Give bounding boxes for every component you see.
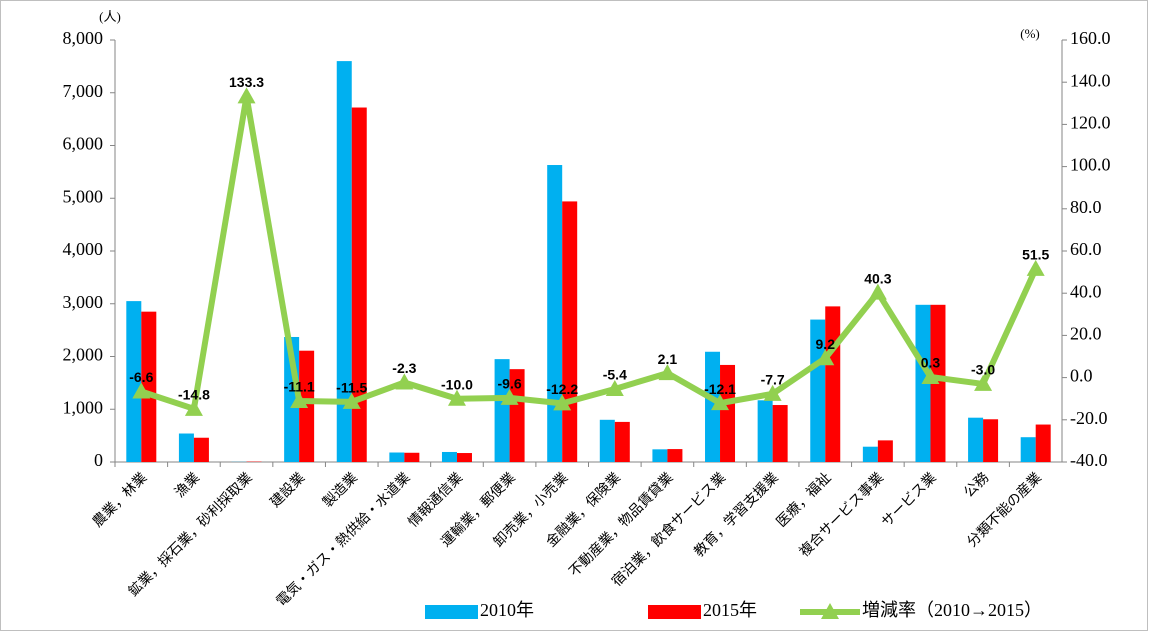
bar xyxy=(772,405,788,462)
y2-tick-label: 0.0 xyxy=(1070,366,1093,386)
y-tick-label: 6,000 xyxy=(63,134,104,154)
bar xyxy=(720,364,736,462)
line xyxy=(140,93,1039,412)
marker xyxy=(184,399,203,416)
legend-label: 2015年 xyxy=(703,600,757,620)
bar xyxy=(877,440,893,462)
legend-swatch xyxy=(821,603,839,619)
y-tick-label: 5,000 xyxy=(63,186,104,206)
value-label: 133.3 xyxy=(229,74,264,90)
marker xyxy=(447,389,466,406)
y-tick-label: 4,000 xyxy=(63,239,104,259)
bar xyxy=(825,306,841,462)
y2-tick-label: 80.0 xyxy=(1070,197,1102,217)
bar xyxy=(705,351,721,462)
bar xyxy=(810,319,826,462)
marker xyxy=(868,283,887,300)
bar xyxy=(968,417,984,462)
marker xyxy=(500,388,519,405)
y-tick-label: 7,000 xyxy=(63,81,104,101)
bar xyxy=(1020,437,1036,462)
y2-tick-label: 60.0 xyxy=(1070,239,1102,259)
bar xyxy=(599,419,615,462)
legend-label: 2010年 xyxy=(480,600,534,620)
value-label: -14.8 xyxy=(178,387,210,403)
marker xyxy=(395,373,414,390)
value-label: -3.0 xyxy=(971,362,995,378)
bar xyxy=(757,400,773,462)
y2-tick-label: 160.0 xyxy=(1070,28,1111,48)
marker xyxy=(342,392,361,409)
value-label: -12.2 xyxy=(546,381,578,397)
bar xyxy=(509,369,525,462)
value-label: -6.6 xyxy=(129,369,153,385)
y2-tick-label: 40.0 xyxy=(1070,281,1102,301)
value-label: -11.1 xyxy=(284,379,315,395)
y-tick-label: 2,000 xyxy=(63,345,104,365)
marker xyxy=(763,384,782,401)
y-tick-label: 8,000 xyxy=(63,28,104,48)
bar xyxy=(141,311,157,462)
marker xyxy=(658,364,677,381)
value-label: -11.5 xyxy=(336,380,367,396)
bar xyxy=(1035,424,1051,462)
value-label: -12.1 xyxy=(704,381,736,397)
bar xyxy=(983,419,999,462)
value-label: 40.3 xyxy=(864,270,891,286)
bar xyxy=(351,107,367,463)
bar xyxy=(336,61,352,462)
bar xyxy=(652,449,668,462)
y-tick-label: 1,000 xyxy=(63,397,104,417)
value-label: -7.7 xyxy=(761,372,785,388)
bar xyxy=(178,433,194,462)
value-label: 0.3 xyxy=(921,355,941,371)
marker xyxy=(711,394,730,411)
y2-tick-label: 20.0 xyxy=(1070,324,1102,344)
value-label: -5.4 xyxy=(603,367,627,383)
bar xyxy=(547,165,563,462)
marker xyxy=(553,394,572,411)
bar xyxy=(494,359,510,462)
value-label: 9.2 xyxy=(816,336,836,352)
marker xyxy=(921,367,940,384)
bar xyxy=(126,301,142,462)
marker xyxy=(816,349,835,366)
y-tick-label: 3,000 xyxy=(63,292,104,312)
y2-tick-label: 100.0 xyxy=(1070,155,1111,175)
y2-tick-label: -40.0 xyxy=(1070,450,1108,470)
value-label: -10.0 xyxy=(441,376,473,392)
y-unit: (人) xyxy=(99,9,121,24)
bar xyxy=(404,452,420,462)
value-label: 2.1 xyxy=(658,351,678,367)
y2-tick-label: 120.0 xyxy=(1070,113,1111,133)
marker xyxy=(290,392,309,409)
marker xyxy=(237,87,256,104)
bar xyxy=(389,452,405,462)
marker xyxy=(605,379,624,396)
value-label: -2.3 xyxy=(392,360,416,376)
bar xyxy=(862,446,878,462)
marker xyxy=(974,374,993,391)
legend-swatch xyxy=(648,605,701,619)
value-label: 51.5 xyxy=(1022,247,1049,263)
bar xyxy=(441,451,457,462)
bar xyxy=(667,449,683,462)
legend-swatch xyxy=(425,605,478,619)
y2-tick-label: -20.0 xyxy=(1070,408,1108,428)
legend-label: 増減率（2010→2015） xyxy=(862,600,1042,620)
bar xyxy=(562,201,578,463)
value-label: -9.6 xyxy=(498,376,522,392)
marker xyxy=(132,382,151,399)
bar xyxy=(614,421,630,462)
y-tick-label: 0 xyxy=(94,450,103,470)
bar xyxy=(193,437,209,462)
y2-tick-label: 140.0 xyxy=(1070,70,1111,90)
marker xyxy=(1026,259,1045,276)
y2-unit: (%) xyxy=(1020,26,1040,41)
bar xyxy=(456,453,472,462)
